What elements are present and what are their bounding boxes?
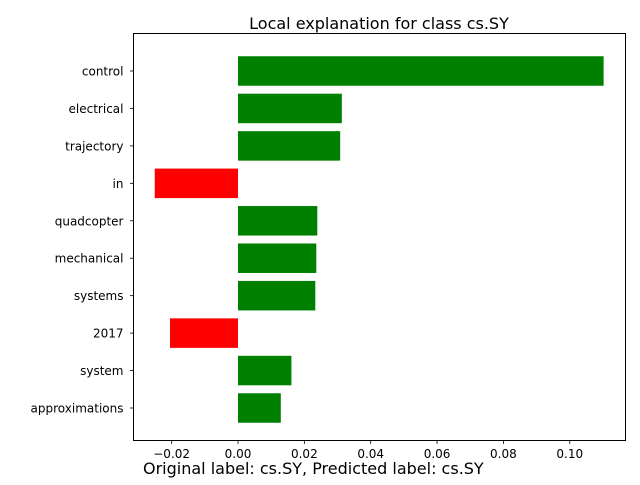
bar-control (238, 56, 604, 86)
bar-in (154, 168, 239, 199)
caption-label: Original label: cs.SY, Predicted label: … (143, 459, 484, 478)
bars (154, 56, 604, 423)
x-tick-label: −0.02 (153, 447, 190, 461)
y-tick-label: in (113, 177, 124, 191)
plot-frame (133, 33, 626, 441)
y-axis-ticks: control electrical trajectory in quadcopter m… (31, 65, 134, 416)
y-tick-label: control (82, 65, 124, 79)
x-tick-label: 0.04 (357, 447, 384, 461)
x-axis-ticks: −0.02 0.00 0.02 0.04 0.06 0.08 0.10 (153, 440, 583, 461)
y-tick-label: mechanical (55, 252, 124, 266)
y-tick-label: trajectory (65, 139, 123, 153)
bar-quadcopter (238, 206, 318, 236)
x-tick-label: 0.02 (291, 447, 318, 461)
x-tick-label: 0.06 (424, 447, 451, 461)
bar-systems (238, 280, 316, 311)
bar-system (238, 355, 292, 386)
x-tick-label: 0.08 (490, 447, 517, 461)
chart-title: Local explanation for class cs.SY (249, 14, 509, 33)
bar-trajectory (238, 131, 341, 161)
bar-2017 (169, 318, 239, 348)
x-tick-label: 0.00 (225, 447, 252, 461)
y-tick-label: system (80, 364, 123, 378)
x-tick-label: 0.10 (556, 447, 583, 461)
y-tick-label: approximations (31, 402, 124, 416)
y-tick-label: 2017 (93, 327, 124, 341)
bar-approximations (238, 393, 281, 423)
bar-electrical (238, 93, 342, 124)
bar-mechanical (238, 243, 317, 273)
y-tick-label: quadcopter (55, 214, 124, 228)
y-tick-label: electrical (69, 102, 124, 116)
y-tick-label: systems (74, 289, 124, 303)
